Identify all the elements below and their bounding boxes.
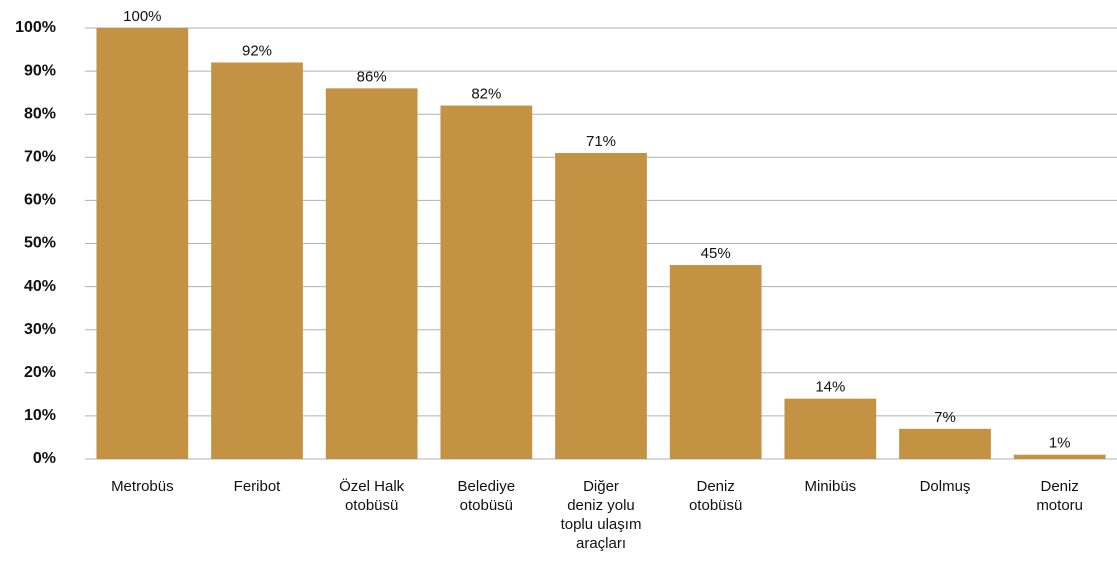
- x-tick-label: Deniz otobüsü: [689, 478, 742, 514]
- bar: [784, 398, 877, 459]
- y-tick-label: 100%: [15, 19, 56, 36]
- x-tick-label: Deniz motoru: [1036, 478, 1083, 514]
- bar: [555, 152, 647, 460]
- value-label: 71%: [586, 133, 616, 150]
- value-label: 7%: [934, 409, 956, 426]
- bar: [325, 88, 418, 459]
- x-tick-label: Metrobüs: [111, 478, 174, 495]
- y-tick-label: 80%: [24, 105, 56, 122]
- y-tick-label: 70%: [24, 149, 56, 166]
- x-tick-label: Özel Halk otobüsü: [339, 477, 405, 514]
- x-tick-label: Feribot: [234, 478, 282, 495]
- bar: [211, 62, 303, 459]
- x-tick-label: Dolmuş: [920, 478, 971, 495]
- x-tick-label: Minibüs: [804, 478, 856, 495]
- bar: [669, 265, 762, 459]
- x-tick-label: Diğer deniz yolu toplu ulaşım araçları: [561, 478, 642, 552]
- y-tick-label: 20%: [24, 364, 56, 381]
- x-tick-label: Belediye otobüsü: [458, 478, 516, 514]
- value-label: 14%: [815, 379, 845, 396]
- value-label: 45%: [701, 245, 731, 262]
- value-label: 86%: [357, 68, 387, 85]
- y-tick-label: 60%: [24, 192, 56, 209]
- y-tick-label: 50%: [24, 235, 56, 252]
- y-tick-label: 10%: [24, 407, 56, 424]
- y-tick-label: 0%: [33, 450, 56, 467]
- bar: [440, 105, 533, 459]
- value-label: 92%: [242, 42, 272, 59]
- y-tick-label: 40%: [24, 278, 56, 295]
- y-tick-label: 90%: [24, 62, 56, 79]
- bar: [1013, 454, 1106, 459]
- bar: [96, 28, 189, 459]
- bar: [899, 428, 991, 459]
- value-label: 82%: [471, 86, 501, 103]
- y-tick-label: 30%: [24, 321, 56, 338]
- value-label: 1%: [1049, 435, 1071, 452]
- value-label: 100%: [123, 8, 161, 25]
